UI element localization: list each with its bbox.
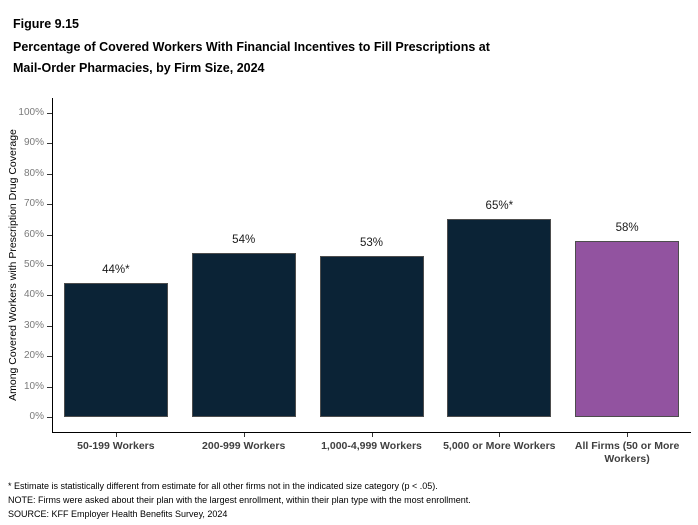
y-tick-label: 0% bbox=[29, 411, 44, 422]
y-tick bbox=[47, 295, 52, 297]
y-tick-label: 90% bbox=[23, 137, 44, 149]
footnotes: * Estimate is statistically different fr… bbox=[8, 479, 471, 521]
figure-title-line-2: Mail-Order Pharmacies, by Firm Size, 202… bbox=[13, 61, 265, 75]
y-tick bbox=[47, 386, 52, 388]
x-tick bbox=[499, 433, 501, 437]
y-tick-label: 60% bbox=[23, 228, 44, 240]
bar-value-label: 54% bbox=[232, 233, 256, 246]
x-tick-label: 5,000 or More Workers bbox=[443, 440, 556, 452]
x-tick bbox=[243, 433, 245, 437]
y-tick-label: 10% bbox=[23, 380, 44, 392]
y-tick bbox=[47, 234, 52, 236]
x-axis-line bbox=[52, 432, 691, 433]
y-tick-label: 20% bbox=[23, 350, 44, 362]
bar bbox=[447, 219, 552, 417]
figure-title-line-1: Percentage of Covered Workers With Finan… bbox=[13, 40, 490, 54]
footnote-asterisk: * Estimate is statistically different fr… bbox=[8, 481, 438, 491]
bar bbox=[191, 252, 296, 417]
figure-number: Figure 9.15 bbox=[13, 17, 79, 31]
bar-value-label: 58% bbox=[615, 221, 639, 234]
x-tick bbox=[627, 433, 629, 437]
y-tick bbox=[47, 204, 52, 206]
y-tick bbox=[47, 113, 52, 114]
footnote-source: SOURCE: KFF Employer Health Benefits Sur… bbox=[8, 509, 228, 519]
y-tick bbox=[47, 173, 52, 175]
bar-value-label: 53% bbox=[359, 236, 384, 249]
y-tick bbox=[47, 356, 52, 358]
y-tick bbox=[47, 417, 52, 418]
y-tick-label: 100% bbox=[18, 107, 44, 118]
y-tick-label: 50% bbox=[23, 259, 44, 270]
y-tick-label: 30% bbox=[23, 319, 44, 331]
y-tick bbox=[47, 325, 52, 327]
figure-header: Figure 9.15 Percentage of Covered Worker… bbox=[13, 14, 490, 79]
x-tick bbox=[115, 433, 117, 437]
y-axis-line bbox=[52, 98, 53, 433]
x-tick-label: 200-999 Workers bbox=[202, 440, 286, 452]
x-tick bbox=[371, 433, 373, 437]
footnote-note: NOTE: Firms were asked about their plan … bbox=[8, 495, 471, 505]
y-tick-label: 80% bbox=[23, 167, 44, 179]
x-tick-label: All Firms (50 or More Workers) bbox=[574, 440, 680, 465]
bar bbox=[319, 255, 424, 417]
x-tick-label: 1,000-4,999 Workers bbox=[321, 440, 422, 452]
bar bbox=[63, 283, 168, 417]
y-tick bbox=[47, 265, 52, 266]
x-tick-label: 50-199 Workers bbox=[77, 440, 155, 452]
y-tick-label: 70% bbox=[23, 198, 44, 210]
y-tick-label: 40% bbox=[23, 289, 44, 301]
y-tick bbox=[47, 143, 52, 145]
bar-value-label: 65%* bbox=[485, 200, 514, 213]
bar bbox=[575, 240, 680, 417]
bar-value-label: 44%* bbox=[102, 264, 130, 277]
